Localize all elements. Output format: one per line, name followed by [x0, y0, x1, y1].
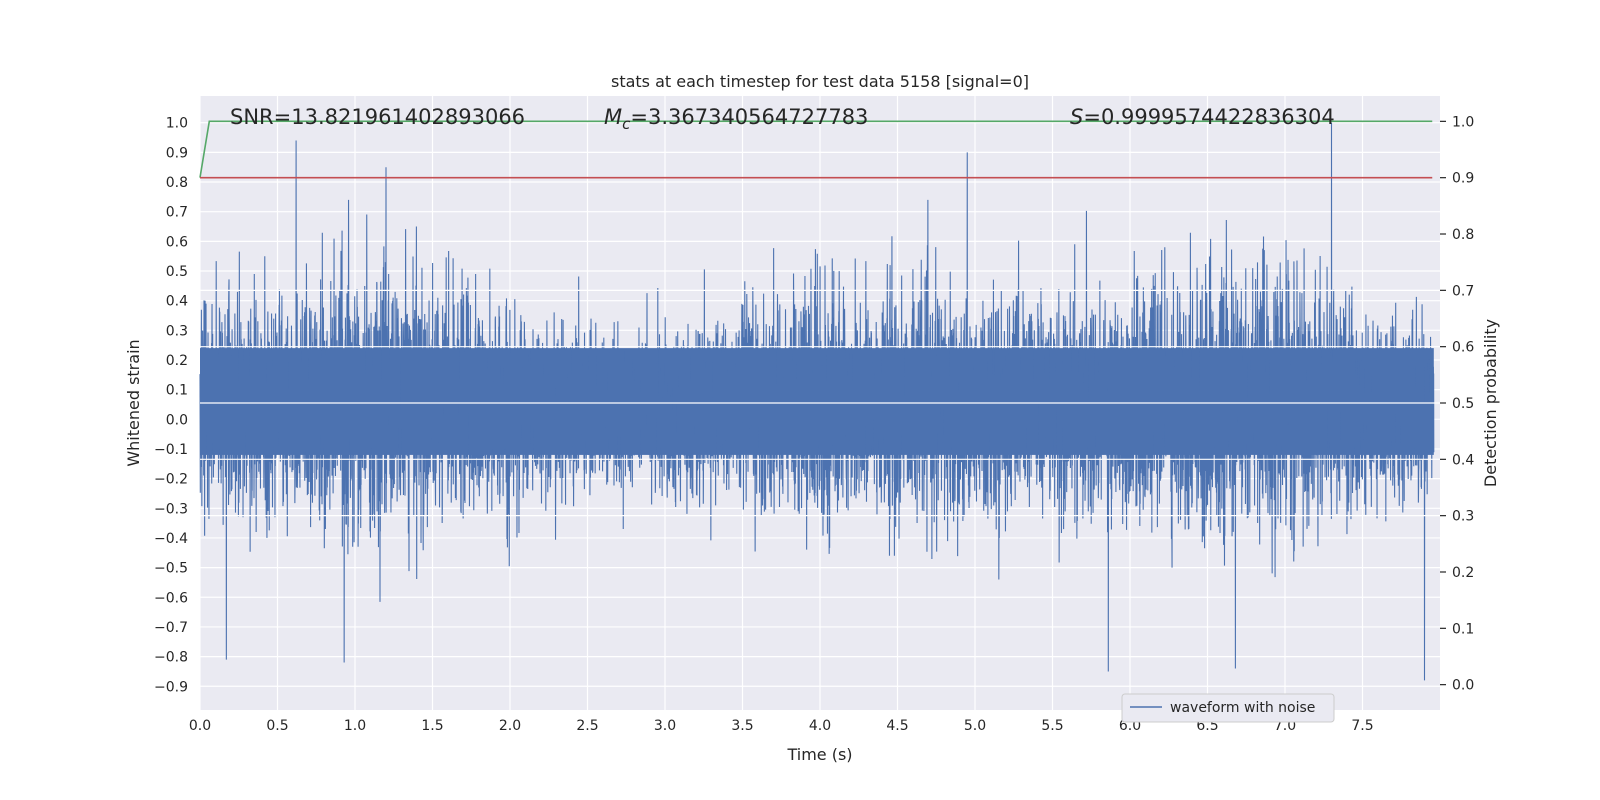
- x-tick-label: 4.5: [886, 718, 908, 734]
- s-annotation: S=0.9999574422836304: [1070, 105, 1335, 129]
- y-tick-label: 0.9: [166, 145, 188, 161]
- x-tick-label: 2.5: [576, 718, 598, 734]
- y-tick-label: 0.3: [166, 323, 188, 339]
- snr-annotation: SNR=13.821961402893066: [230, 105, 525, 129]
- detection-probability-line: [199, 120, 1433, 178]
- x-tick-label: 0.5: [266, 718, 288, 734]
- y-tick-label: 0.7: [166, 205, 188, 221]
- x-tick-label: 2.0: [499, 718, 521, 734]
- y2-tick-label: 0.9: [1452, 171, 1474, 187]
- x-tick-label: 4.0: [809, 718, 831, 734]
- y2-tick-label: 0.6: [1452, 340, 1474, 356]
- y-axis-label: Whitened strain: [124, 339, 143, 466]
- x-tick-label: 3.5: [731, 718, 753, 734]
- y2-tick-label: 0.2: [1452, 565, 1474, 581]
- legend-box: [1121, 693, 1335, 723]
- y-tick-label: 0.2: [166, 353, 188, 369]
- y2-axis-ticks: 1.0 0.9 0.8 0.7 0.6 0.5 0.4 0.3 0.2 0.1 0.0: [1440, 114, 1474, 694]
- y-tick-label: −0.2: [154, 472, 188, 488]
- y-tick-label: −0.6: [154, 590, 188, 606]
- x-tick-label: 5.5: [1041, 718, 1063, 734]
- y2-tick-label: 0.4: [1452, 452, 1474, 468]
- y-axis-ticks: 1.0 0.9 0.8 0.7 0.6 0.5 0.4 0.3 0.2 0.1 0.0 −0.1 −0.…: [154, 116, 188, 696]
- y-tick-label: 0.8: [166, 175, 188, 191]
- x-tick-label: 1.0: [344, 718, 366, 734]
- x-tick-label: 0.0: [189, 718, 211, 734]
- y2-tick-label: 0.5: [1452, 396, 1474, 412]
- y-tick-label: 0.1: [166, 383, 188, 399]
- waveform-line: [199, 122, 1435, 681]
- chart-title: stats at each timestep for test data 515…: [611, 72, 1029, 91]
- y-tick-label: 0.4: [166, 294, 188, 310]
- y-tick-label: −0.4: [154, 531, 188, 547]
- s-symbol: S: [1070, 105, 1083, 129]
- y-tick-label: −0.1: [154, 442, 188, 458]
- y2-tick-label: 0.3: [1452, 509, 1474, 525]
- y2-tick-label: 0.7: [1452, 283, 1474, 299]
- s-value: =0.9999574422836304: [1083, 105, 1334, 129]
- y-tick-label: 0.6: [166, 234, 188, 250]
- y2-axis-label: Detection probability: [1481, 319, 1500, 487]
- probability-layer: [199, 120, 1433, 179]
- y-tick-label: 0.5: [166, 264, 188, 280]
- chirp-mass-subscript: c: [622, 115, 631, 133]
- y-tick-label: −0.5: [154, 561, 188, 577]
- y2-tick-label: 0.0: [1452, 678, 1474, 694]
- x-tick-label: 7.5: [1351, 718, 1373, 734]
- x-axis-label: Time (s): [786, 745, 852, 764]
- chirp-mass-value: =3.367340564727783: [630, 105, 868, 129]
- y2-tick-label: 0.8: [1452, 227, 1474, 243]
- legend: waveform with noise: [1121, 693, 1335, 723]
- chirp-mass-annotation: Mc=3.367340564727783: [604, 105, 868, 133]
- x-tick-label: 5.0: [964, 718, 986, 734]
- y-tick-label: −0.7: [154, 620, 188, 636]
- y-tick-label: 1.0: [166, 116, 188, 132]
- x-tick-label: 3.0: [654, 718, 676, 734]
- y-tick-label: −0.3: [154, 501, 188, 517]
- x-tick-label: 1.5: [421, 718, 443, 734]
- chirp-mass-symbol: M: [604, 105, 622, 129]
- legend-label-waveform: waveform with noise: [1170, 700, 1315, 716]
- y-tick-label: −0.9: [154, 679, 188, 695]
- waveform-series: [199, 122, 1440, 681]
- y-tick-label: 0.0: [166, 412, 188, 428]
- y-tick-label: −0.8: [154, 650, 188, 666]
- y2-tick-label: 0.1: [1452, 621, 1474, 637]
- y2-tick-label: 1.0: [1452, 114, 1474, 130]
